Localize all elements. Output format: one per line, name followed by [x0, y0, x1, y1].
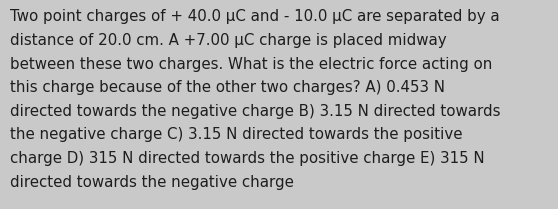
- Text: the negative charge C) 3.15 N directed towards the positive: the negative charge C) 3.15 N directed t…: [10, 127, 463, 143]
- Text: this charge because of the other two charges? A) 0.453 N: this charge because of the other two cha…: [10, 80, 445, 95]
- Text: directed towards the negative charge: directed towards the negative charge: [10, 175, 294, 190]
- Text: between these two charges. What is the electric force acting on: between these two charges. What is the e…: [10, 57, 492, 72]
- Text: distance of 20.0 cm. A +7.00 μC charge is placed midway: distance of 20.0 cm. A +7.00 μC charge i…: [10, 33, 446, 48]
- Text: directed towards the negative charge B) 3.15 N directed towards: directed towards the negative charge B) …: [10, 104, 501, 119]
- Text: charge D) 315 N directed towards the positive charge E) 315 N: charge D) 315 N directed towards the pos…: [10, 151, 485, 166]
- Text: Two point charges of + 40.0 μC and - 10.0 μC are separated by a: Two point charges of + 40.0 μC and - 10.…: [10, 9, 499, 24]
